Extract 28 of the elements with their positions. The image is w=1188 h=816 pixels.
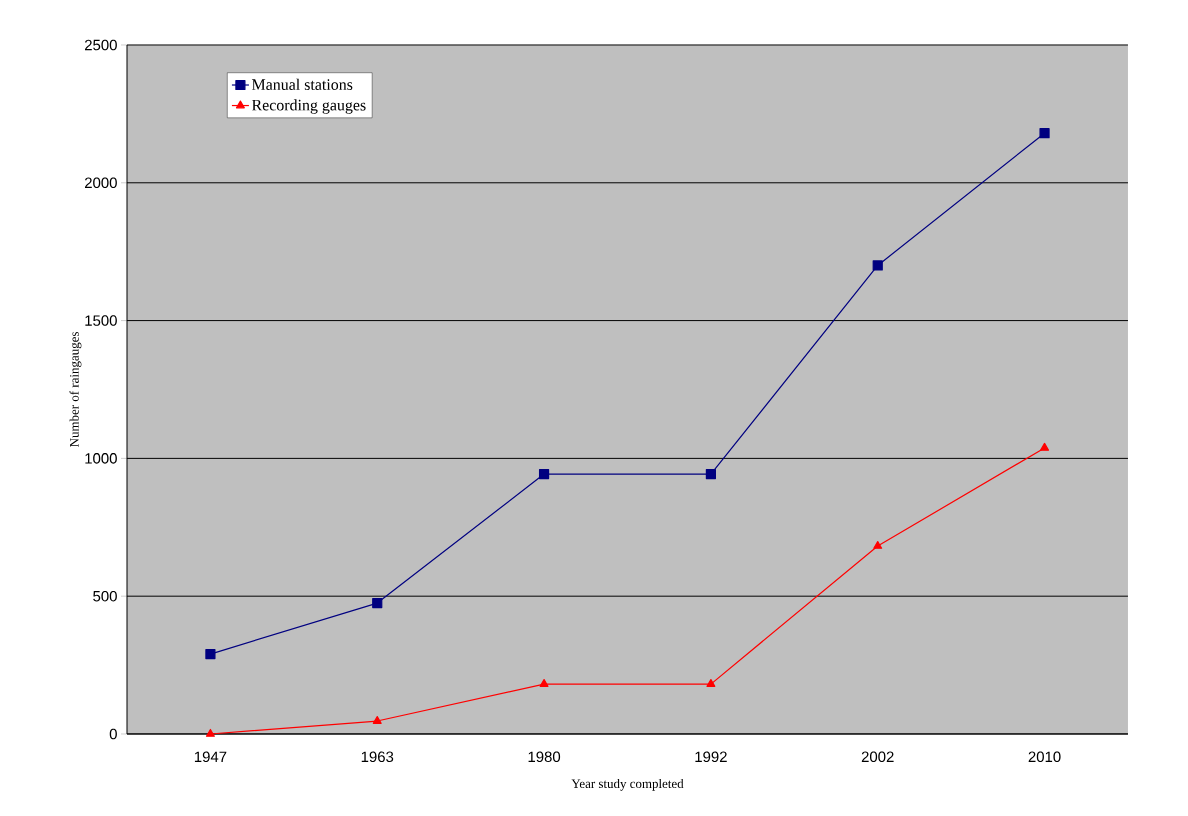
y-tick-label: 1500 xyxy=(85,315,117,326)
point xyxy=(705,468,716,480)
point xyxy=(872,260,883,271)
point xyxy=(539,679,549,687)
y-axis-title: Number of raingauges xyxy=(69,332,82,448)
y-tick-label: 500 xyxy=(93,590,117,602)
point xyxy=(873,540,883,549)
x-tick-label: 1947 xyxy=(194,751,227,763)
x-tick-label: 2010 xyxy=(1028,751,1061,763)
point xyxy=(372,597,383,609)
legend-label: Manual stations xyxy=(251,78,353,90)
y-tick-label: 2000 xyxy=(84,177,117,189)
point xyxy=(1039,128,1050,139)
point xyxy=(538,468,550,480)
legend-label: Recording gauges xyxy=(251,99,366,114)
x-tick-label: 1992 xyxy=(695,751,727,763)
point xyxy=(1040,442,1050,451)
x-tick-label: 1963 xyxy=(361,751,394,763)
x-tick-label: 1980 xyxy=(528,751,561,763)
x-axis-title: Year study completed xyxy=(571,778,684,791)
point xyxy=(205,728,215,737)
x-tick-label: 2002 xyxy=(861,751,894,763)
point xyxy=(372,715,382,724)
y-tick-label: 0 xyxy=(109,728,117,740)
y-tick-label: 2500 xyxy=(84,39,117,51)
y-tick-label: 1000 xyxy=(85,453,117,464)
point xyxy=(706,679,716,687)
point xyxy=(205,648,216,660)
